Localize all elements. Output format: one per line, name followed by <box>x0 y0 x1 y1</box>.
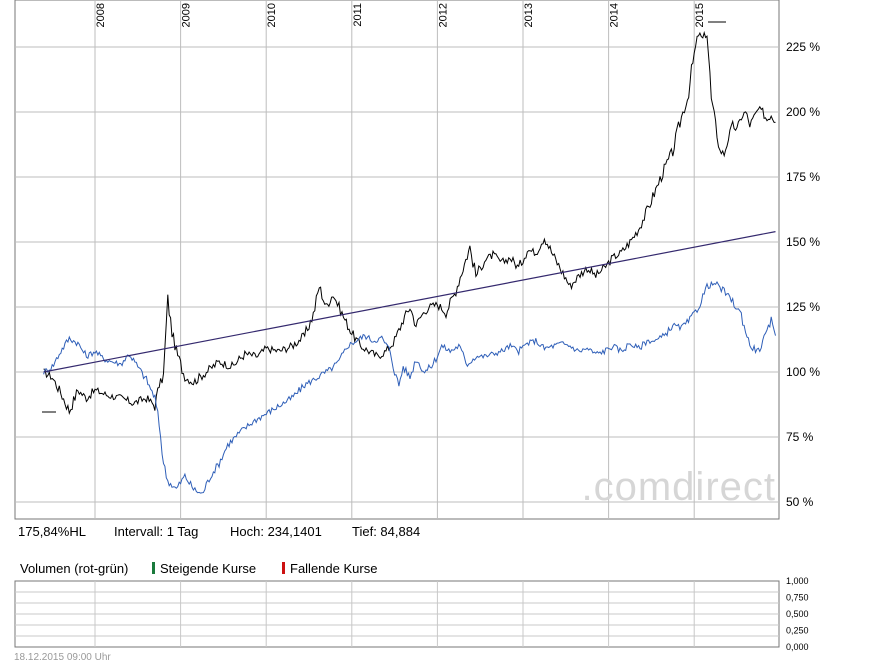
rising-label: Steigende Kurse <box>160 561 257 576</box>
y-tick-label: 175 % <box>786 170 820 184</box>
x-axis-labels: 2008 2009 2010 2011 2012 2013 2014 2015 <box>95 3 706 27</box>
x-tick-label: 2013 <box>523 3 535 27</box>
x-tick-label: 2015 <box>694 3 706 27</box>
series-line-blue <box>43 280 776 494</box>
trend-line <box>43 231 776 373</box>
series-line-black <box>43 30 776 415</box>
y-tick-label: 225 % <box>786 40 820 54</box>
volume-axis-labels: 1,000 0,750 0,500 0,250 0,000 <box>786 576 809 652</box>
low-value: Tief: 84,884 <box>352 524 421 539</box>
volume-tick-label: 0,250 <box>786 626 809 636</box>
x-tick-label: 2012 <box>437 3 449 27</box>
x-tick-label: 2014 <box>609 3 621 27</box>
y-tick-label: 75 % <box>786 430 814 444</box>
series-layer <box>42 21 776 494</box>
falling-label: Fallende Kurse <box>290 561 378 576</box>
volume-tick-label: 0,500 <box>786 609 809 619</box>
y-tick-label: 125 % <box>786 300 820 314</box>
y-tick-label: 100 % <box>786 365 820 379</box>
volume-tick-label: 0,750 <box>786 593 809 603</box>
volume-tick-label: 0,000 <box>786 642 809 652</box>
high-value: Hoch: 234,1401 <box>230 524 322 539</box>
volume-tick-label: 1,000 <box>786 576 809 586</box>
volume-grid <box>14 580 780 648</box>
comdirect-watermark: .comdirect <box>582 465 777 509</box>
y-tick-label: 150 % <box>786 235 820 249</box>
x-tick-label: 2010 <box>266 3 278 27</box>
interval-label: Intervall: 1 Tag <box>114 524 199 539</box>
y-tick-label: 50 % <box>786 495 814 509</box>
rising-swatch <box>152 562 155 574</box>
y-tick-label: 200 % <box>786 105 820 119</box>
chart-grid <box>14 0 780 520</box>
falling-swatch <box>282 562 285 574</box>
x-tick-label: 2011 <box>352 3 364 27</box>
timestamp-footer: 18.12.2015 09:00 Uhr <box>14 652 111 663</box>
x-tick-label: 2008 <box>95 3 107 27</box>
hl-range: 175,84%HL <box>18 524 86 539</box>
volume-legend-title: Volumen (rot-grün) <box>20 561 129 576</box>
y-axis-labels: 50 % 75 % 100 % 125 % 150 % 175 % 200 % 225 % <box>786 40 820 509</box>
x-tick-label: 2009 <box>181 3 193 27</box>
plot-frame <box>14 0 780 520</box>
